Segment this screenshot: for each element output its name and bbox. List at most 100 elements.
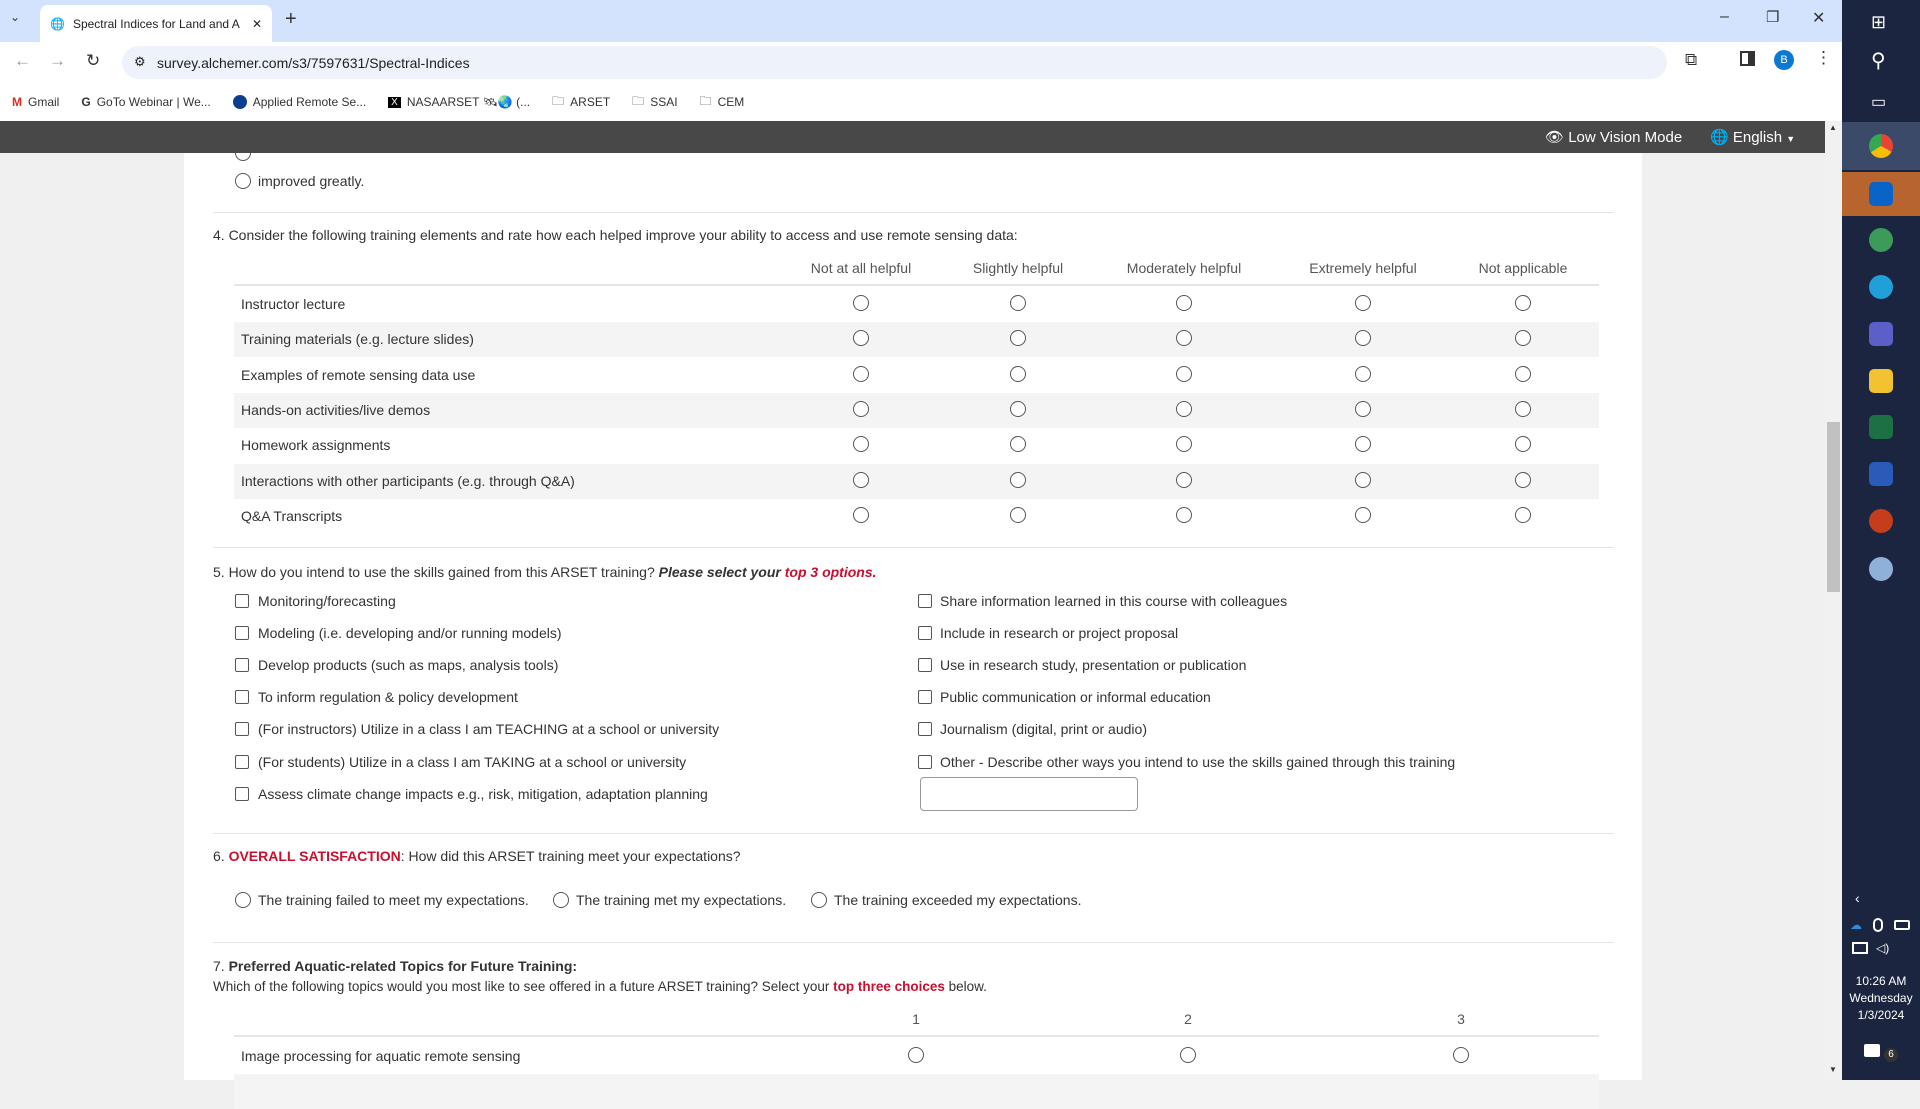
q4-rating-radio[interactable] <box>1010 365 1026 382</box>
q5-other-text-input[interactable] <box>920 777 1138 811</box>
chrome-taskbar-item[interactable] <box>1842 122 1920 170</box>
q5-checkbox[interactable] <box>235 722 249 737</box>
q5-checkbox[interactable] <box>918 754 932 769</box>
q4-rating-radio[interactable] <box>1515 506 1531 523</box>
q4-rating-radio[interactable] <box>853 506 869 523</box>
minimize-icon[interactable]: – <box>1720 8 1729 25</box>
q5-checkbox[interactable] <box>235 690 249 705</box>
q4-rating-radio[interactable] <box>1176 295 1192 311</box>
q4-rating-radio[interactable] <box>1010 295 1026 311</box>
q5-checkbox[interactable] <box>918 690 932 705</box>
q4-rating-radio[interactable] <box>853 400 869 417</box>
q5-checkbox[interactable] <box>235 658 249 673</box>
q7-rank-radio[interactable] <box>1453 1047 1469 1063</box>
q4-rating-radio[interactable] <box>1355 436 1371 453</box>
low-vision-mode-button[interactable]: 👁 Low Vision Mode <box>1545 128 1682 146</box>
q5-checkbox[interactable] <box>235 754 249 769</box>
browser-tab[interactable]: 🌐 Spectral Indices for Land and A ✕ <box>40 5 272 42</box>
q6-radio-met[interactable] <box>553 892 569 908</box>
q4-rating-radio[interactable] <box>853 295 869 311</box>
bookmark-applied-remote[interactable]: Applied Remote Se... <box>232 95 366 109</box>
q4-rating-radio[interactable] <box>1515 330 1531 347</box>
powerpoint-icon[interactable] <box>1869 509 1893 533</box>
close-tab-icon[interactable]: ✕ <box>251 16 262 31</box>
q4-rating-radio[interactable] <box>1355 330 1371 347</box>
windows-start-icon[interactable]: ⊞ <box>1871 12 1887 32</box>
q5-checkbox[interactable] <box>918 722 932 737</box>
task-view-icon[interactable]: ▭ <box>1871 94 1887 111</box>
q4-rating-radio[interactable] <box>1010 330 1026 347</box>
bookmark-folder-ssai[interactable]: 🗀 SSAI <box>632 92 677 113</box>
back-icon[interactable]: ← <box>14 51 31 70</box>
q4-rating-radio[interactable] <box>1515 471 1531 488</box>
scrollbar-thumb[interactable] <box>1827 422 1840 592</box>
outlook-taskbar-item[interactable] <box>1842 172 1920 216</box>
address-bar[interactable]: ⚙ survey.alchemer.com/s3/7597631/Spectra… <box>122 46 1667 79</box>
q4-rating-radio[interactable] <box>1515 436 1531 453</box>
q4-rating-radio[interactable] <box>1176 471 1192 488</box>
q4-rating-radio[interactable] <box>853 436 869 453</box>
bookmark-nasaarset[interactable]: X NASAARSET 🛰🌏 (... <box>388 95 530 109</box>
paint-icon[interactable] <box>1869 557 1893 581</box>
q4-rating-radio[interactable] <box>1355 365 1371 382</box>
q4-rating-radio[interactable] <box>1176 506 1192 523</box>
restore-icon[interactable]: ❐ <box>1766 9 1780 26</box>
q4-rating-radio[interactable] <box>1010 471 1026 488</box>
q4-rating-radio[interactable] <box>1355 506 1371 523</box>
close-window-icon[interactable]: ✕ <box>1812 10 1826 27</box>
q5-checkbox[interactable] <box>918 626 932 641</box>
q4-rating-radio[interactable] <box>853 365 869 382</box>
q4-rating-radio[interactable] <box>1515 400 1531 417</box>
profile-avatar[interactable]: B <box>1774 50 1794 70</box>
q4-rating-radio[interactable] <box>853 330 869 347</box>
site-settings-icon[interactable]: ⚙ <box>134 54 146 69</box>
q4-rating-radio[interactable] <box>1355 471 1371 488</box>
q4-rating-radio[interactable] <box>1010 506 1026 523</box>
teams-icon[interactable] <box>1869 322 1893 346</box>
q4-rating-radio[interactable] <box>1515 365 1531 382</box>
q7-rank-radio[interactable] <box>908 1047 924 1063</box>
menu-icon[interactable]: ⋮ <box>1815 48 1832 67</box>
q6-radio-exceeded[interactable] <box>811 892 827 908</box>
q4-rating-radio[interactable] <box>1515 295 1531 311</box>
q4-rating-radio[interactable] <box>1176 400 1192 417</box>
q4-rating-radio[interactable] <box>1176 436 1192 453</box>
search-icon[interactable]: ⚲ <box>1871 50 1886 72</box>
page-scrollbar[interactable]: ▲ ▼ <box>1825 121 1842 1080</box>
bookmark-gmail[interactable]: M Gmail <box>12 95 59 109</box>
q4-rating-radio[interactable] <box>1176 330 1192 347</box>
q4-rating-radio[interactable] <box>1010 400 1026 417</box>
q3-radio-improved-greatly[interactable] <box>235 173 251 189</box>
q4-rating-radio[interactable] <box>1176 365 1192 382</box>
scroll-up-icon[interactable]: ▲ <box>1829 123 1837 132</box>
url-text[interactable]: survey.alchemer.com/s3/7597631/Spectral-… <box>157 54 470 71</box>
scroll-down-icon[interactable]: ▼ <box>1829 1065 1837 1074</box>
q4-rating-radio[interactable] <box>853 471 869 488</box>
q6-radio-failed[interactable] <box>235 892 251 908</box>
bookmark-goto[interactable]: G GoTo Webinar | We... <box>81 95 210 109</box>
bookmark-folder-arset[interactable]: 🗀 ARSET <box>552 92 610 113</box>
file-explorer-icon[interactable] <box>1869 369 1893 393</box>
extensions-icon[interactable]: ⧉ <box>1685 50 1698 69</box>
q5-checkbox[interactable] <box>235 786 249 801</box>
bookmark-folder-cem[interactable]: 🗀 CEM <box>700 92 745 113</box>
q5-checkbox[interactable] <box>235 626 249 641</box>
reload-icon[interactable]: ↻ <box>86 51 101 70</box>
q4-rating-radio[interactable] <box>1355 400 1371 417</box>
q7-rank-radio[interactable] <box>1180 1047 1196 1063</box>
excel-icon[interactable] <box>1869 415 1893 439</box>
clock[interactable]: 10:26 AM Wednesday 1/3/2024 <box>1842 973 1920 1024</box>
tab-search-chevron-icon[interactable]: ⌄ <box>10 10 21 24</box>
show-hidden-icons-chevron[interactable]: ‹ <box>1855 890 1860 906</box>
side-panel-icon[interactable] <box>1740 51 1755 66</box>
q4-rating-radio[interactable] <box>1010 436 1026 453</box>
q4-rating-radio[interactable] <box>1355 295 1371 311</box>
language-select[interactable]: 🌐 English ▼ <box>1710 128 1795 146</box>
q5-checkbox[interactable] <box>918 658 932 673</box>
q5-checkbox[interactable] <box>235 594 249 608</box>
q5-checkbox[interactable] <box>918 594 932 608</box>
notifications-button[interactable]: 6 <box>1864 1042 1904 1066</box>
edge-icon[interactable] <box>1869 275 1893 299</box>
new-tab-icon[interactable]: + <box>285 8 297 30</box>
forward-icon[interactable]: → <box>49 51 66 70</box>
